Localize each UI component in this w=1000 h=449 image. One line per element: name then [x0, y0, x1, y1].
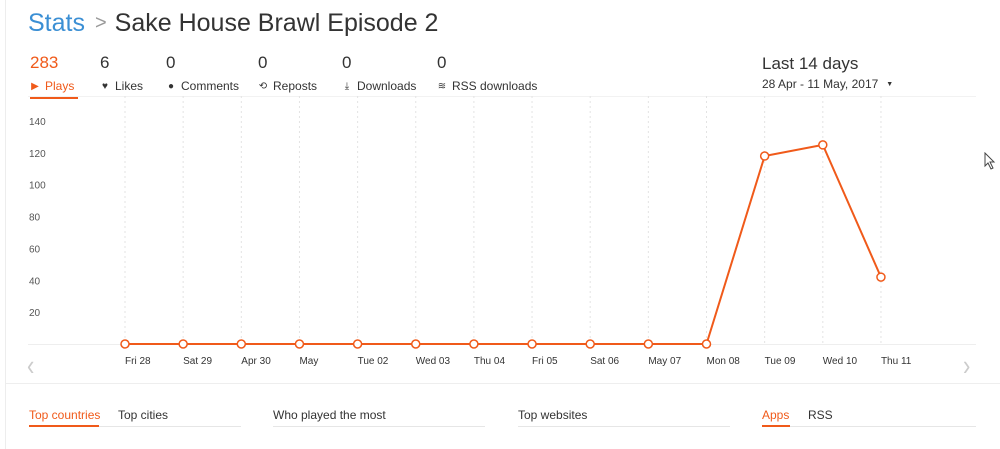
who-played-most-underline — [273, 426, 485, 427]
stat-plays-label: Plays — [45, 79, 75, 93]
tab-rss[interactable]: RSS — [808, 408, 833, 422]
data-point[interactable] — [643, 339, 654, 349]
stat-reposts-value: 0 — [258, 53, 268, 72]
chart-prev-arrow[interactable]: ‹ — [27, 349, 35, 382]
x-tick-label: Sat 06 — [590, 356, 619, 367]
x-tick-label: Tue 09 — [765, 356, 796, 367]
caret-down-icon: ▼ — [886, 80, 894, 88]
data-point[interactable] — [120, 339, 130, 349]
y-tick-label: 140 — [29, 117, 46, 128]
repost-icon: ⟲ — [258, 80, 268, 92]
x-tick-label: Mon 08 — [707, 356, 741, 367]
page-title: Sake House Brawl Episode 2 — [114, 8, 439, 37]
x-tick-label: May 07 — [648, 356, 681, 367]
data-point[interactable] — [294, 339, 305, 349]
data-point[interactable] — [469, 339, 479, 349]
stat-comments-value: 0 — [166, 53, 176, 72]
data-point[interactable] — [585, 339, 595, 349]
stat-downloads-value: 0 — [342, 53, 352, 72]
active-tab-indicator — [29, 425, 99, 427]
breadcrumb: Stats > Sake House Brawl Episode 2 — [28, 6, 438, 40]
x-tick-label: Fri 05 — [532, 356, 558, 367]
section-divider — [6, 383, 1000, 384]
stat-downloads[interactable]: 0 ⤓ Downloads — [342, 52, 416, 95]
stat-rss-downloads-label: RSS downloads — [452, 79, 538, 93]
x-tick-label: Thu 11 — [881, 356, 912, 367]
tab-apps[interactable]: Apps — [762, 408, 790, 422]
stat-likes-label: Likes — [115, 79, 144, 93]
mouse-cursor-icon — [984, 152, 996, 170]
stat-plays[interactable]: 283 ▶ Plays — [30, 52, 79, 99]
x-tick-label: Wed 10 — [823, 356, 858, 367]
stat-reposts[interactable]: 0 ⟲ Reposts — [258, 52, 317, 95]
stat-rss-downloads-value: 0 — [437, 53, 447, 72]
tab-top-cities[interactable]: Top cities — [118, 408, 169, 422]
y-tick-label: 80 — [29, 213, 41, 224]
x-tick-label: Thu 04 — [474, 356, 506, 367]
data-point[interactable] — [236, 339, 247, 349]
apps-tabs-underline — [762, 426, 976, 427]
who-played-most-heading: Who played the most — [273, 408, 386, 422]
top-websites-underline — [518, 426, 730, 427]
top-websites-heading: Top websites — [518, 408, 588, 422]
data-point[interactable] — [759, 151, 770, 161]
location-tabs-underline — [29, 426, 241, 427]
stat-likes[interactable]: 6 ♥ Likes — [100, 52, 143, 95]
data-point[interactable] — [411, 339, 421, 349]
data-point[interactable] — [701, 339, 712, 349]
data-point[interactable] — [178, 339, 188, 349]
y-tick-label: 120 — [29, 149, 46, 160]
x-tick-label: Apr 30 — [241, 356, 271, 367]
chart-next-arrow[interactable]: › — [963, 349, 971, 382]
x-tick-label: Fri 28 — [125, 356, 151, 367]
plays-series-line — [125, 143, 882, 345]
date-range-dates: 28 Apr - 11 May, 2017 — [762, 77, 879, 91]
x-tick-label: Sat 29 — [183, 356, 212, 367]
y-tick-label: 20 — [29, 308, 41, 319]
x-tick-label: May — [299, 356, 318, 367]
play-icon: ▶ — [31, 80, 39, 92]
y-tick-label: 60 — [29, 244, 41, 255]
rss-icon: ≋ — [437, 80, 447, 92]
stat-downloads-label: Downloads — [357, 79, 417, 93]
data-point[interactable] — [352, 339, 363, 349]
page-edge — [5, 0, 6, 449]
data-point[interactable] — [527, 339, 537, 349]
stat-likes-value: 6 — [100, 53, 110, 72]
data-point[interactable] — [818, 140, 828, 150]
date-range-selector[interactable]: Last 14 days 28 Apr - 11 May, 2017 ▼ — [762, 53, 893, 91]
date-range-title: Last 14 days — [762, 54, 859, 73]
tab-top-countries[interactable]: Top countries — [29, 408, 101, 422]
breadcrumb-stats-link[interactable]: Stats — [28, 8, 85, 37]
stat-rss-downloads[interactable]: 0 ≋ RSS downloads — [437, 52, 537, 95]
data-point[interactable] — [876, 272, 886, 282]
stat-comments[interactable]: 0 ● Comments — [166, 52, 239, 95]
y-tick-label: 100 — [29, 181, 46, 192]
chart-top-rule — [28, 96, 976, 97]
stat-reposts-label: Reposts — [273, 79, 318, 93]
stat-plays-value: 283 — [30, 53, 59, 72]
x-tick-label: Wed 03 — [416, 356, 451, 367]
heart-icon: ♥ — [102, 80, 108, 92]
plays-line-chart: 20 40 60 80 100 120 140 Fri 28 Sat 29 Apr 30 May Tu… — [28, 96, 976, 367]
apps-active-indicator — [762, 425, 790, 427]
stat-comments-label: Comments — [181, 79, 240, 93]
date-range-dropdown[interactable]: 28 Apr - 11 May, 2017 ▼ — [762, 77, 893, 91]
x-tick-label: Tue 02 — [358, 356, 389, 367]
y-tick-label: 40 — [29, 276, 41, 287]
download-icon: ⤓ — [344, 80, 350, 92]
comment-icon: ● — [167, 80, 175, 92]
breadcrumb-separator: > — [94, 11, 107, 34]
